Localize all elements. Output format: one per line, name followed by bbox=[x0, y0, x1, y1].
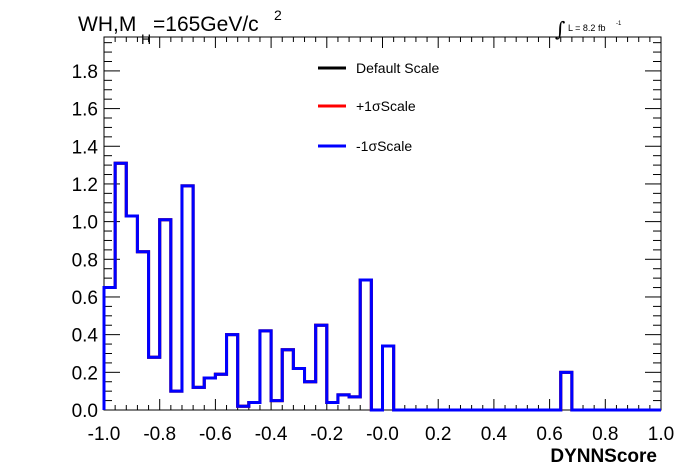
x-tick-label: 0.8 bbox=[592, 424, 618, 445]
y-tick-label: 0.0 bbox=[72, 401, 98, 422]
y-tick-label: 0.6 bbox=[72, 288, 98, 309]
x-tick-label: -0.4 bbox=[255, 424, 288, 445]
x-tick-label: 0.2 bbox=[425, 424, 451, 445]
y-tick-label: 0.2 bbox=[72, 363, 98, 384]
y-tick-label: 1.4 bbox=[72, 137, 99, 158]
x-tick-label: -0.0 bbox=[366, 424, 399, 445]
x-tick-label: -1.0 bbox=[88, 424, 121, 445]
x-tick-labels: -1.0 -0.8 -0.6 -0.4 -0.2 -0.0 0.2 0.4 0.6 0.8 1.0 bbox=[88, 424, 675, 445]
luminosity-superscript: -1 bbox=[616, 21, 622, 27]
series-line--1-scale bbox=[102, 161, 661, 412]
legend: Default Scale +1σScale -1σScale bbox=[318, 60, 439, 154]
y-tick-label: 1.6 bbox=[72, 100, 98, 121]
x-axis-title: DYNNScore bbox=[550, 446, 657, 467]
x-tick-label: 0.6 bbox=[536, 424, 562, 445]
x-tick-label: 1.0 bbox=[648, 424, 674, 445]
legend-entry-label: Default Scale bbox=[356, 60, 439, 76]
luminosity-label: L = 8.2 fb bbox=[568, 23, 605, 33]
chart-title-value: =165GeV/c bbox=[153, 13, 259, 36]
y-tick-label: 1.0 bbox=[72, 213, 98, 234]
y-tick-label: 0.8 bbox=[72, 250, 98, 271]
histogram-series bbox=[102, 161, 661, 412]
x-tick-label: -0.8 bbox=[143, 424, 176, 445]
y-tick-labels: 0.0 0.2 0.4 0.6 0.8 1.0 1.2 1.4 1.6 1.8 bbox=[72, 62, 99, 422]
chart-title: WH,M bbox=[78, 13, 136, 36]
legend-entry-label: +1σScale bbox=[356, 98, 416, 114]
integral-symbol: ∫ bbox=[555, 17, 565, 41]
x-tick-label: 0.4 bbox=[481, 424, 508, 445]
x-tick-label: -0.2 bbox=[310, 424, 343, 445]
y-tick-label: 1.2 bbox=[72, 175, 98, 196]
axis-ticks bbox=[103, 37, 662, 411]
chart-title-subscript: H bbox=[141, 31, 151, 47]
y-tick-label: 1.8 bbox=[72, 62, 98, 83]
legend-entry-label: -1σScale bbox=[356, 138, 412, 154]
x-tick-label: -0.6 bbox=[199, 424, 232, 445]
chart-title-superscript: 2 bbox=[274, 7, 282, 23]
y-tick-label: 0.4 bbox=[72, 326, 99, 347]
